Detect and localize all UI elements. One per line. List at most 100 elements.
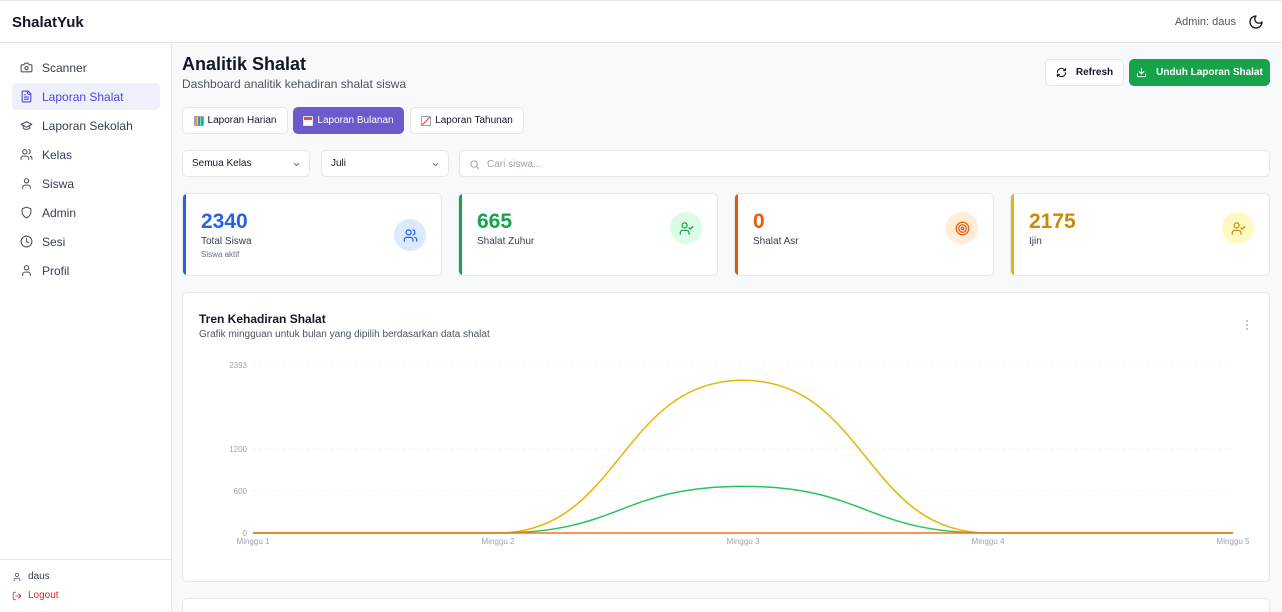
graduation-cap-icon xyxy=(20,121,33,130)
sidebar-item-label: Profil xyxy=(42,263,70,278)
tab-label: Laporan Tahunan xyxy=(435,115,513,126)
sidebar-item-label: Sesi xyxy=(42,234,66,249)
x-tick-label: Minggu 5 xyxy=(1217,537,1250,546)
clock-icon xyxy=(20,235,33,248)
sidebar-item-scanner[interactable]: Scanner xyxy=(12,54,160,81)
stat-sublabel: Siswa aktif xyxy=(201,250,240,259)
tab-laporan-bulanan[interactable]: Laporan Bulanan xyxy=(293,107,404,134)
logout-icon xyxy=(12,591,22,600)
bulan-select-value: Juli xyxy=(331,158,347,169)
chart-panel: Tren Kehadiran Shalat Grafik mingguan un… xyxy=(182,292,1270,582)
stat-label: Total Siswa xyxy=(201,236,252,247)
more-vertical-icon[interactable] xyxy=(1245,319,1249,331)
stat-label: Shalat Zuhur xyxy=(477,236,535,247)
bulan-select[interactable]: Juli xyxy=(321,150,449,177)
x-tick-label: Minggu 1 xyxy=(237,537,270,546)
user-icon xyxy=(22,178,31,189)
sidebar-item-laporan-shalat[interactable]: Laporan Shalat xyxy=(12,83,160,110)
y-tick-label: 0 xyxy=(243,529,248,538)
stat-label: Ijin xyxy=(1029,236,1042,247)
card-accent-bar xyxy=(459,194,462,275)
refresh-label: Refresh xyxy=(1075,67,1114,78)
series-line xyxy=(253,379,1233,534)
target-icon xyxy=(946,212,978,244)
calendar-emoji-icon xyxy=(303,115,314,126)
download-label: Unduh Laporan Shalat xyxy=(1156,67,1263,78)
stat-value: 665 xyxy=(477,210,513,233)
sidebar-footer: daus Logout xyxy=(0,559,171,612)
logout-label: Logout xyxy=(28,590,59,601)
logout-button[interactable]: Logout xyxy=(12,590,59,601)
download-report-button[interactable]: Unduh Laporan Shalat xyxy=(1129,59,1270,86)
y-tick-label: 1200 xyxy=(229,445,247,454)
x-tick-label: Minggu 4 xyxy=(972,537,1005,546)
tab-laporan-tahunan[interactable]: Laporan Tahunan xyxy=(410,107,524,134)
trend-chart-emoji-icon xyxy=(421,115,432,126)
file-text-icon xyxy=(21,90,32,103)
sidebar-item-label: Laporan Sekolah xyxy=(42,118,133,133)
user-check-icon xyxy=(1222,212,1254,244)
page-subtitle: Dashboard analitik kehadiran shalat sisw… xyxy=(182,77,407,91)
sidebar-item-admin[interactable]: Admin xyxy=(12,199,160,226)
user-check-icon xyxy=(670,212,702,244)
stat-value: 2340 xyxy=(201,210,248,233)
shield-icon xyxy=(21,206,32,219)
users-icon xyxy=(20,149,33,160)
sidebar-item-sesi[interactable]: Sesi xyxy=(12,228,160,255)
page-title: Analitik Shalat xyxy=(182,54,307,74)
sidebar-item-label: Laporan Shalat xyxy=(42,89,124,104)
stat-card-shalat-zuhur: 665 Shalat Zuhur xyxy=(458,193,718,276)
chart-title: Tren Kehadiran Shalat xyxy=(199,312,326,326)
y-tick-label: 2393 xyxy=(229,361,247,370)
sidebar-item-siswa[interactable]: Siswa xyxy=(12,170,160,197)
refresh-button[interactable]: Refresh xyxy=(1045,59,1124,86)
search-icon xyxy=(470,160,480,170)
sidebar-item-profil[interactable]: Profil xyxy=(12,257,160,284)
tab-laporan-harian[interactable]: Laporan Harian xyxy=(182,107,288,134)
stat-value: 0 xyxy=(753,210,765,233)
kelas-select[interactable]: Semua Kelas xyxy=(182,150,310,177)
sidebar: Scanner Laporan Shalat Laporan Sekolah K… xyxy=(0,43,172,612)
stat-value: 2175 xyxy=(1029,210,1076,233)
current-user-name: daus xyxy=(28,571,50,582)
bar-chart-emoji-icon xyxy=(193,115,204,126)
download-icon xyxy=(1137,67,1147,78)
y-tick-label: 600 xyxy=(234,487,248,496)
user-icon xyxy=(22,265,31,276)
tab-label: Laporan Bulanan xyxy=(317,115,394,126)
chevron-down-icon xyxy=(432,162,439,167)
current-user: daus xyxy=(12,571,50,582)
camera-icon xyxy=(20,62,33,73)
top-bar: ShalatYuk Admin: daus xyxy=(0,0,1282,43)
users-icon xyxy=(394,219,426,251)
chart-subtitle: Grafik mingguan untuk bulan yang dipilih… xyxy=(199,329,490,340)
sidebar-item-laporan-sekolah[interactable]: Laporan Sekolah xyxy=(12,112,160,139)
app-brand[interactable]: ShalatYuk xyxy=(12,14,84,31)
card-accent-bar xyxy=(183,194,186,275)
stat-card-shalat-asr: 0 Shalat Asr xyxy=(734,193,994,276)
sidebar-item-kelas[interactable]: Kelas xyxy=(12,141,160,168)
search-box xyxy=(459,150,1270,177)
x-tick-label: Minggu 2 xyxy=(482,537,515,546)
admin-label: Admin: daus xyxy=(1174,16,1236,28)
series-line xyxy=(253,485,1233,534)
sidebar-item-label: Siswa xyxy=(42,176,75,191)
refresh-icon xyxy=(1056,67,1067,78)
sidebar-item-label: Admin xyxy=(42,205,77,220)
trend-chart: 0 600 1200 2393 Minggu 1 Minggu 2 Minggu 3 Ming… xyxy=(229,361,1250,546)
x-tick-label: Minggu 3 xyxy=(727,537,760,546)
secondary-panel xyxy=(182,598,1270,612)
card-accent-bar xyxy=(735,194,738,275)
stat-label: Shalat Asr xyxy=(753,236,799,247)
stat-card-ijin: 2175 Ijin xyxy=(1010,193,1270,276)
moon-icon[interactable] xyxy=(1248,14,1264,30)
stat-card-total-siswa: 2340 Total Siswa Siswa aktif xyxy=(182,193,442,276)
user-icon xyxy=(13,572,21,581)
sidebar-item-label: Scanner xyxy=(42,60,87,75)
card-accent-bar xyxy=(1011,194,1014,275)
search-input[interactable] xyxy=(487,156,1257,172)
sidebar-item-label: Kelas xyxy=(42,147,73,162)
chevron-down-icon xyxy=(293,162,300,167)
tab-label: Laporan Harian xyxy=(207,115,277,126)
kelas-select-value: Semua Kelas xyxy=(192,158,252,169)
